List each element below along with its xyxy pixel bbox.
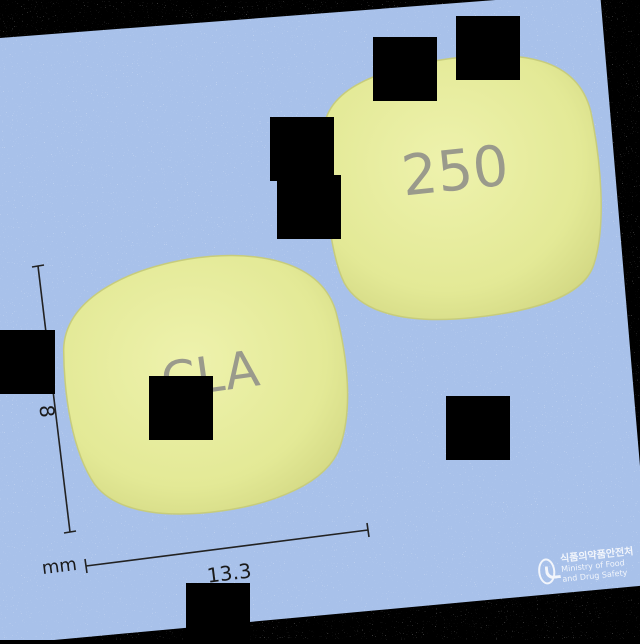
occluder-block xyxy=(0,330,55,394)
occluder-block xyxy=(270,117,334,181)
occluder-block xyxy=(446,396,510,460)
occluder-block xyxy=(277,175,341,239)
length-dimension xyxy=(84,522,370,574)
occluder-block xyxy=(373,37,437,101)
back-imprint: 250 xyxy=(399,134,512,210)
occluder-block xyxy=(456,16,520,80)
pill-back xyxy=(322,54,602,321)
occluder-block xyxy=(186,583,250,640)
ministry-logo-icon xyxy=(536,557,557,586)
occluder-block xyxy=(149,376,213,440)
width-dimension xyxy=(31,264,77,534)
length-value: 13.3 xyxy=(206,558,253,587)
unit-label: mm xyxy=(41,554,78,579)
width-value: 8 xyxy=(34,404,59,419)
